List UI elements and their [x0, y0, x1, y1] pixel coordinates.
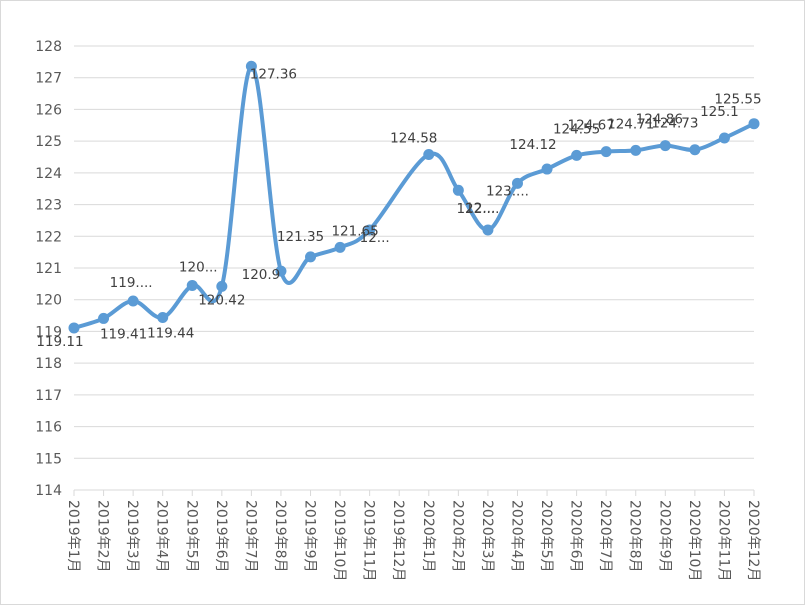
data-labels: 119.11 119.41 119.... 119.44 120... 120.42 127…: [36, 66, 761, 350]
data-label: 120.9: [242, 267, 281, 283]
x-tick-label: 2019年1月: [65, 500, 81, 573]
data-label: 119.44: [147, 325, 194, 341]
x-tick-label: 2019年7月: [242, 500, 258, 573]
y-axis: 114 115 116 117 118 119 120 121 122 123 124 125 126 1…: [35, 39, 62, 499]
y-tick-label: 128: [35, 39, 62, 55]
x-tick-label: 2019年6月: [213, 500, 229, 573]
data-label: 125.1: [700, 104, 739, 120]
data-point: [305, 251, 317, 263]
data-point: [600, 146, 612, 158]
data-label: 12...: [465, 200, 495, 216]
x-tick-label: 2019年4月: [154, 500, 170, 573]
data-point: [364, 224, 376, 236]
x-tick-label: 2020年11月: [715, 500, 731, 581]
y-tick-label: 123: [35, 198, 62, 214]
y-tick-label: 119: [35, 324, 62, 340]
data-point: [541, 163, 553, 175]
data-label: 121.65: [331, 223, 378, 239]
data-point: [157, 311, 169, 323]
data-label: 125.55: [714, 92, 761, 108]
x-tick-label: 2019年5月: [183, 500, 199, 573]
data-point: [186, 279, 198, 291]
data-point: [68, 322, 80, 334]
data-point: [334, 241, 346, 253]
data-point: [748, 118, 760, 130]
data-label: 124.55: [553, 121, 600, 137]
x-axis: 2019年1月 2019年2月 2019年3月 2019年4月 2019年5月 2019年…: [65, 490, 761, 581]
data-point: [718, 132, 730, 144]
data-point: [98, 312, 110, 324]
y-tick-label: 120: [35, 293, 62, 309]
x-tick-label: 2019年2月: [95, 500, 111, 573]
data-label: 121.35: [277, 229, 324, 245]
y-tick-label: 122: [35, 229, 62, 245]
data-point: [630, 144, 642, 156]
data-label: 124.71: [607, 116, 654, 132]
data-point: [127, 295, 139, 307]
x-tick-label: 2020年6月: [568, 500, 584, 573]
x-tick-label: 2020年9月: [656, 500, 672, 573]
x-tick-label: 2020年10月: [686, 500, 702, 581]
data-point: [659, 140, 671, 152]
gridlines: [74, 45, 754, 491]
series-line: [72, 64, 756, 330]
data-label: 124.67: [568, 118, 615, 134]
y-tick-label: 114: [35, 483, 62, 499]
y-tick-label: 117: [35, 388, 62, 404]
x-tick-label: 2019年3月: [124, 500, 140, 573]
y-tick-label: 118: [35, 356, 62, 372]
data-point: [452, 184, 464, 196]
data-point: [482, 224, 494, 236]
data-label: 119....: [110, 275, 153, 291]
x-tick-label: 2019年11月: [361, 500, 377, 581]
y-tick-label: 125: [35, 134, 62, 150]
data-label: 124.58: [390, 130, 437, 146]
data-point: [571, 149, 583, 161]
data-label: 119.41: [100, 326, 147, 342]
data-point: [245, 60, 257, 72]
data-label: 124.12: [509, 137, 556, 153]
data-point: [216, 280, 228, 292]
series: [72, 64, 756, 330]
x-tick-label: 2020年8月: [627, 500, 643, 573]
data-label: 120.42: [198, 292, 245, 308]
x-tick-label: 2020年3月: [479, 500, 495, 573]
data-point: [689, 144, 701, 156]
data-label: 124.73: [651, 116, 698, 132]
data-label: 119.11: [36, 334, 83, 350]
x-tick-label: 2020年7月: [597, 500, 613, 573]
x-tick-label: 2019年8月: [272, 500, 288, 573]
data-point: [423, 148, 435, 160]
data-label: 127.36: [250, 66, 297, 82]
y-tick-label: 121: [35, 261, 62, 277]
x-tick-label: 2020年4月: [508, 500, 524, 573]
series-markers: [68, 60, 760, 334]
data-point: [511, 177, 523, 189]
data-label: 123....: [486, 183, 529, 199]
data-label: 122....: [456, 201, 499, 217]
y-tick-label: 127: [35, 71, 62, 87]
x-tick-label: 2020年1月: [420, 500, 436, 573]
data-point: [275, 265, 287, 277]
data-label: 124.86: [636, 112, 683, 128]
y-tick-label: 115: [35, 451, 62, 467]
y-tick-label: 124: [35, 166, 62, 182]
x-tick-label: 2020年12月: [745, 500, 761, 581]
x-tick-label: 2020年2月: [449, 500, 465, 573]
data-label: 12...: [360, 230, 390, 246]
y-tick-label: 116: [35, 420, 62, 436]
x-tick-label: 2019年12月: [390, 500, 406, 581]
data-label: 120...: [179, 259, 218, 275]
x-tick-label: 2020年5月: [538, 500, 554, 573]
y-tick-label: 126: [35, 102, 62, 118]
x-tick-label: 2019年9月: [302, 500, 318, 573]
x-tick-label: 2019年10月: [331, 500, 347, 581]
